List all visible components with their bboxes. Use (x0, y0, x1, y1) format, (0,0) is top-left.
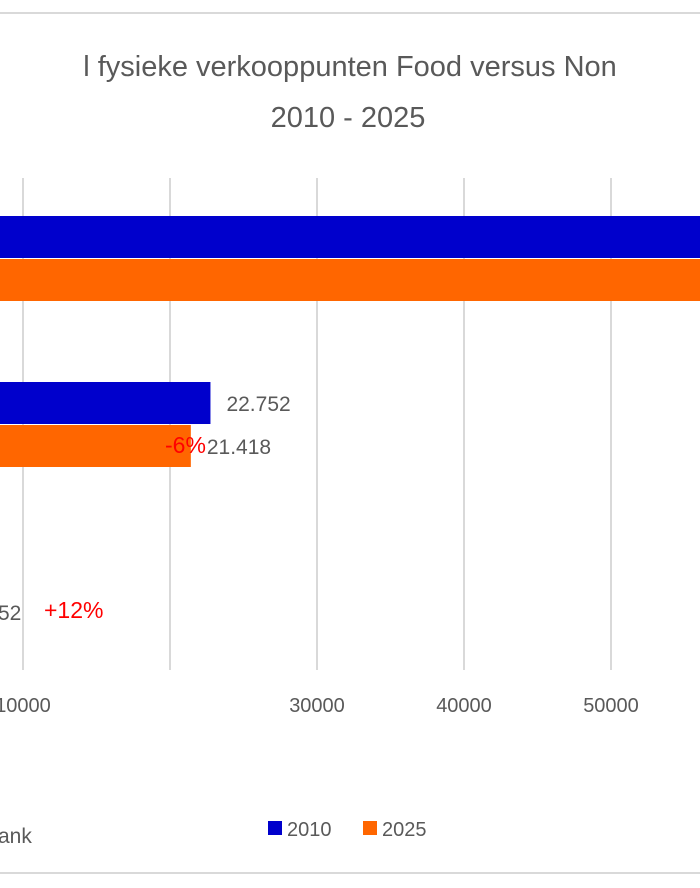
x-tick-label: 40000 (436, 695, 492, 717)
x-axis-ticks: 1000030000400005000060000 (0, 695, 639, 717)
legend-label-2010: 2010 (287, 819, 332, 841)
x-tick-label: 50000 (583, 695, 639, 717)
legend-swatch-2025 (363, 821, 377, 835)
legend-swatch-2010 (268, 821, 282, 835)
bars (0, 216, 700, 467)
x-tick-label: 10000 (0, 695, 51, 717)
x-tick-label: 30000 (289, 695, 345, 717)
chart-title-line2: 2010 - 2025 (271, 102, 426, 134)
bar-value-label: 21.418 (207, 436, 271, 459)
partial-data-label: 52 (0, 602, 21, 625)
bar-2010 (0, 382, 211, 424)
bar-2025 (0, 425, 191, 467)
bar-2025 (0, 259, 700, 301)
legend: 2010 2025 (268, 819, 427, 841)
partial-category-label: ank (0, 825, 32, 848)
legend-label-2025: 2025 (382, 819, 427, 841)
bar-value-label: 22.752 (226, 393, 290, 416)
bar-2010 (0, 216, 700, 258)
chart-frame (0, 12, 700, 874)
chart-title-line1: l fysieke verkooppunten Food versus Non (83, 51, 617, 83)
annotation-plus-12: +12% (44, 597, 103, 623)
annotation-minus-6: -6% (165, 432, 206, 458)
